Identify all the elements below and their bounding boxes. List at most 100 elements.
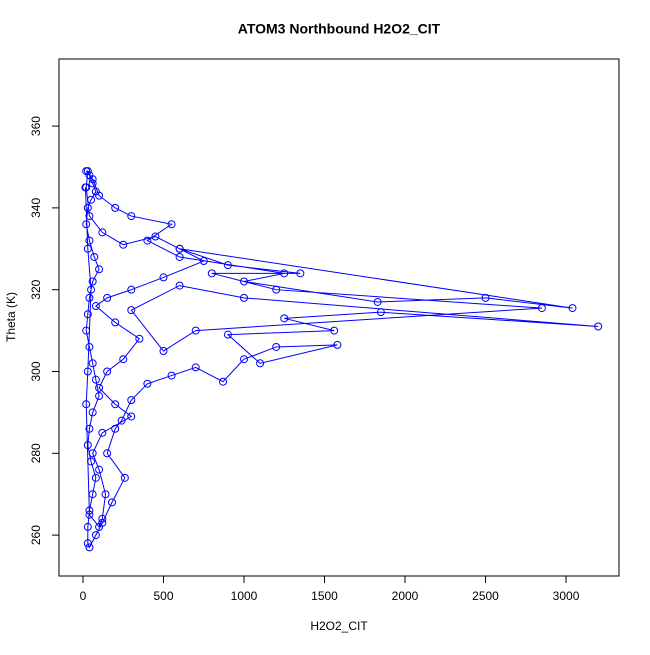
x-tick-label: 2000 xyxy=(392,589,419,603)
data-point xyxy=(272,342,281,351)
data-point xyxy=(219,377,228,386)
data-point xyxy=(82,400,91,409)
x-tick-label: 2500 xyxy=(472,589,499,603)
data-point xyxy=(256,359,265,368)
data-point xyxy=(111,203,120,212)
data-point xyxy=(83,203,92,212)
data-point xyxy=(88,179,97,188)
data-point xyxy=(98,514,107,523)
y-tick-label: 340 xyxy=(29,198,43,218)
data-point xyxy=(103,367,112,376)
data-point xyxy=(95,383,104,392)
data-point xyxy=(127,412,136,421)
data-point xyxy=(120,473,129,482)
data-point xyxy=(119,355,128,364)
data-point xyxy=(83,441,92,450)
x-tick-label: 0 xyxy=(80,589,87,603)
data-point xyxy=(537,304,546,313)
data-point xyxy=(240,277,249,286)
data-point xyxy=(175,244,184,253)
data-point xyxy=(83,310,92,319)
data-point xyxy=(85,424,94,433)
data-point xyxy=(91,473,100,482)
data-point xyxy=(103,449,112,458)
data-point xyxy=(127,212,136,221)
data-point xyxy=(83,367,92,376)
data-point xyxy=(101,490,110,499)
data-point xyxy=(280,269,289,278)
data-point xyxy=(103,293,112,302)
data-point xyxy=(272,285,281,294)
data-point xyxy=(90,252,99,261)
data-point xyxy=(223,330,232,339)
data-point xyxy=(95,191,104,200)
data-point xyxy=(111,424,120,433)
data-point xyxy=(88,408,97,417)
data-point xyxy=(280,314,289,323)
data-point xyxy=(95,465,104,474)
data-point xyxy=(127,306,136,315)
data-point xyxy=(481,293,490,302)
data-point xyxy=(207,269,216,278)
data-point xyxy=(82,326,91,335)
data-point xyxy=(175,281,184,290)
data-point xyxy=(159,347,168,356)
data-point xyxy=(376,308,385,317)
data-point xyxy=(83,539,92,548)
data-point xyxy=(175,252,184,261)
data-point xyxy=(117,416,126,425)
data-point xyxy=(167,220,176,229)
data-point xyxy=(88,449,97,458)
data-point xyxy=(91,531,100,540)
data-point xyxy=(82,220,91,229)
data-point xyxy=(95,265,104,274)
data-point xyxy=(167,371,176,380)
data-point xyxy=(199,257,208,266)
data-point xyxy=(85,236,94,245)
y-axis-label: Theta (K) xyxy=(4,292,18,342)
data-point xyxy=(95,522,104,531)
y-tick-label: 260 xyxy=(29,525,43,545)
x-tick-label: 1000 xyxy=(231,589,258,603)
y-tick-label: 280 xyxy=(29,443,43,463)
x-tick-label: 3000 xyxy=(553,589,580,603)
data-point xyxy=(87,457,96,466)
data-point xyxy=(88,490,97,499)
data-point xyxy=(223,261,232,270)
data-point xyxy=(111,318,120,327)
data-point xyxy=(95,392,104,401)
data-point xyxy=(88,359,97,368)
data-point xyxy=(240,355,249,364)
data-point xyxy=(594,322,603,331)
y-tick-label: 360 xyxy=(29,116,43,136)
data-point xyxy=(85,293,94,302)
x-tick-label: 500 xyxy=(153,589,173,603)
data-point xyxy=(333,340,342,349)
data-point xyxy=(83,522,92,531)
data-point xyxy=(191,326,200,335)
data-point xyxy=(127,285,136,294)
data-point xyxy=(568,304,577,313)
data-point xyxy=(143,379,152,388)
data-point xyxy=(83,244,92,253)
y-tick-label: 320 xyxy=(29,279,43,299)
data-point xyxy=(87,285,96,294)
data-point xyxy=(85,212,94,221)
data-point xyxy=(91,302,100,311)
data-point xyxy=(191,363,200,372)
data-point xyxy=(296,269,305,278)
data-point xyxy=(127,396,136,405)
data-point xyxy=(85,342,94,351)
data-point xyxy=(88,277,97,286)
data-point xyxy=(81,183,90,192)
data-point xyxy=(98,228,107,237)
data-point xyxy=(240,293,249,302)
data-point xyxy=(87,195,96,204)
x-tick-label: 1500 xyxy=(311,589,338,603)
data-point xyxy=(83,167,92,176)
data-point xyxy=(85,506,94,515)
data-point xyxy=(373,297,382,306)
chart-title: ATOM3 Northbound H2O2_CIT xyxy=(238,21,441,37)
data-point xyxy=(135,334,144,343)
